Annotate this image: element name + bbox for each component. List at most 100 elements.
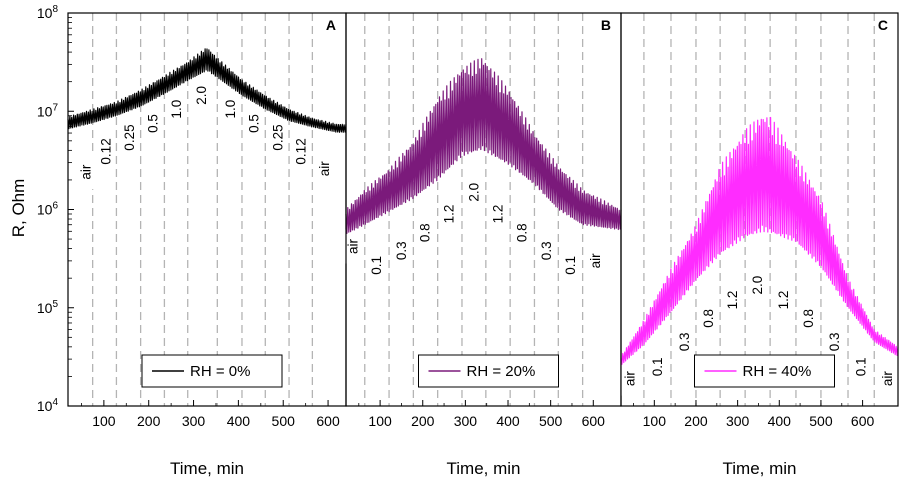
concentration-label: 0.12 <box>294 138 309 164</box>
label-background <box>343 229 362 264</box>
label-background <box>315 151 334 186</box>
x-tick-label: 500 <box>809 413 833 429</box>
panel-letter: C <box>878 17 888 33</box>
concentration-label: 0.25 <box>270 124 285 150</box>
label-background <box>774 282 793 317</box>
label-background <box>621 361 640 396</box>
resistance-trace <box>345 58 622 234</box>
y-tick-label-4: 108 <box>37 4 59 21</box>
legend-label: RH = 20% <box>467 363 536 380</box>
x-tick-label: 100 <box>643 413 667 429</box>
concentration-label: air <box>345 239 360 255</box>
concentration-label: 0.3 <box>827 332 842 351</box>
panel-frame <box>620 12 899 407</box>
label-background <box>561 248 580 283</box>
concentration-label: 1.2 <box>491 205 506 224</box>
concentration-label: 0.8 <box>417 223 432 242</box>
x-tick-label: 100 <box>92 413 116 429</box>
x-tick-label: 500 <box>272 413 296 429</box>
x-tick-label: 600 <box>582 413 606 429</box>
y-tick-exponent: 7 <box>52 102 58 113</box>
concentration-label: 0.8 <box>701 309 716 328</box>
y-tick-exponent: 8 <box>52 4 58 15</box>
x-tick-label: 400 <box>227 413 251 429</box>
x-tick-label: 200 <box>411 413 435 429</box>
concentration-label: air <box>317 161 332 177</box>
label-background <box>748 268 767 303</box>
y-tick-base: 10 <box>37 5 53 21</box>
y-axis-title: R, Ohm <box>9 179 28 238</box>
label-background <box>513 215 532 250</box>
y-tick-label-3: 107 <box>37 102 59 119</box>
y-tick-base: 10 <box>37 202 53 218</box>
x-axis-title: Time, min <box>170 459 244 478</box>
label-background <box>221 92 240 127</box>
label-background <box>537 233 556 268</box>
label-background <box>268 120 287 155</box>
x-tick-label: 100 <box>368 413 392 429</box>
concentration-label: 0.1 <box>650 358 665 377</box>
x-tick-label: 400 <box>768 413 792 429</box>
panel-b: air 0.1 0.3 0.8 1.2 2.0 1.2 0.8 0.3 0.1 air 100 200 3… <box>343 12 622 478</box>
concentration-label: air <box>78 164 93 180</box>
label-background <box>392 233 411 268</box>
label-background <box>144 106 163 141</box>
concentration-label: 1.2 <box>725 291 740 310</box>
x-tick-label: 300 <box>454 413 478 429</box>
y-tick-exponent: 6 <box>52 201 58 212</box>
x-tick-label: 300 <box>726 413 750 429</box>
panel-letter: B <box>601 17 611 33</box>
concentration-label: 1.2 <box>442 205 457 224</box>
concentration-label: 0.8 <box>515 223 530 242</box>
x-tick-label: 200 <box>684 413 708 429</box>
label-background <box>799 301 818 336</box>
x-tick-label: 300 <box>182 413 206 429</box>
resistance-trace <box>67 48 347 133</box>
label-background <box>648 349 667 384</box>
concentration-label: 0.1 <box>853 358 868 377</box>
y-tick-exponent: 4 <box>52 397 58 408</box>
concentration-label: 1.0 <box>223 100 238 119</box>
label-background <box>851 349 870 384</box>
label-background <box>699 301 718 336</box>
legend-label: RH = 0% <box>190 363 250 380</box>
label-background <box>97 134 116 169</box>
x-axis-title: Time, min <box>723 459 797 478</box>
y-tick-base: 10 <box>37 300 53 316</box>
concentration-label: 0.12 <box>99 138 114 164</box>
label-background <box>464 175 483 210</box>
y-tick-base: 10 <box>37 398 53 414</box>
concentration-label: air <box>588 253 603 269</box>
label-background <box>76 155 95 190</box>
label-background <box>367 248 386 283</box>
x-tick-label: 500 <box>539 413 563 429</box>
concentration-label: 0.5 <box>247 114 262 133</box>
label-background <box>586 243 605 278</box>
label-background <box>489 196 508 231</box>
y-tick-label-2: 106 <box>37 201 59 218</box>
label-background <box>825 324 844 359</box>
label-background <box>292 134 311 169</box>
concentration-label: 0.8 <box>801 309 816 328</box>
x-tick-label: 600 <box>851 413 875 429</box>
label-background <box>723 282 742 317</box>
concentration-label: 1.0 <box>169 100 184 119</box>
concentration-label: 2.0 <box>750 276 765 295</box>
x-tick-label: 200 <box>137 413 161 429</box>
label-background <box>878 361 897 396</box>
panel-a: air 0.12 0.25 0.5 1.0 2.0 1.0 0.5 0.25 0.12 air 100… <box>67 12 347 478</box>
concentration-label: air <box>623 371 638 387</box>
concentration-label: air <box>880 371 895 387</box>
legend-box <box>418 354 559 388</box>
x-axis-title: Time, min <box>447 459 521 478</box>
label-background <box>415 215 434 250</box>
label-background <box>167 92 186 127</box>
y-tick-exponent: 5 <box>52 299 58 310</box>
concentration-label: 0.3 <box>394 241 409 260</box>
x-tick-label: 600 <box>316 413 340 429</box>
label-background <box>120 120 139 155</box>
concentration-label: 0.5 <box>146 114 161 133</box>
legend-label: RH = 40% <box>743 363 812 380</box>
label-background <box>192 78 211 113</box>
